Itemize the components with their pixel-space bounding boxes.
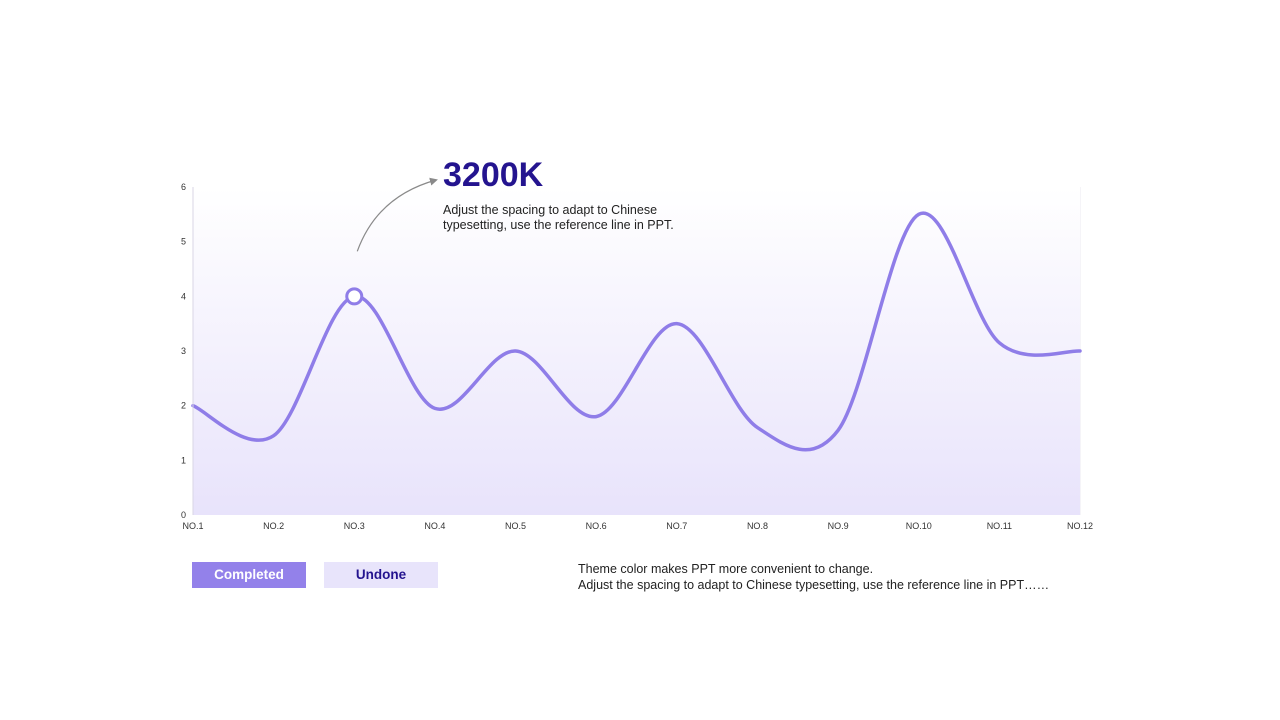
footer-note-line-2: Adjust the spacing to adapt to Chinese t… xyxy=(578,578,1050,592)
y-tick-label: 6 xyxy=(181,182,186,192)
x-tick-label: NO.5 xyxy=(505,521,526,531)
y-tick-label: 4 xyxy=(181,291,186,301)
y-tick-label: 2 xyxy=(181,401,186,411)
highlight-point[interactable] xyxy=(345,287,364,306)
x-axis-tick-labels: NO.1 NO.2 NO.3 NO.4 NO.5 NO.6 NO.7 NO.8 NO.9 NO.1… xyxy=(182,521,1093,531)
callout-description: Adjust the spacing to adapt to Chinese t… xyxy=(443,203,733,233)
footer-note-line-1: Theme color makes PPT more convenient to… xyxy=(578,562,874,576)
x-tick-label: NO.4 xyxy=(424,521,445,531)
x-tick-label: NO.8 xyxy=(747,521,768,531)
x-tick-label: NO.7 xyxy=(666,521,687,531)
x-tick-label: NO.10 xyxy=(906,521,932,531)
footer-note: Theme color makes PPT more convenient to… xyxy=(578,561,1049,593)
y-tick-label: 0 xyxy=(181,510,186,520)
y-tick-label: 3 xyxy=(181,346,186,356)
y-axis-tick-labels: 0 1 2 3 4 5 6 xyxy=(181,182,186,520)
x-tick-label: NO.2 xyxy=(263,521,284,531)
x-tick-label: NO.1 xyxy=(182,521,203,531)
legend-undone-button[interactable]: Undone xyxy=(324,562,438,588)
legend-completed-button[interactable]: Completed xyxy=(192,562,306,588)
x-tick-label: NO.3 xyxy=(344,521,365,531)
y-tick-label: 1 xyxy=(181,455,186,465)
callout-arrow xyxy=(356,177,438,252)
y-tick-label: 5 xyxy=(181,237,186,247)
x-tick-label: NO.6 xyxy=(586,521,607,531)
data-points xyxy=(345,287,364,306)
callout-value: 3200K xyxy=(443,156,544,194)
x-tick-label: NO.12 xyxy=(1067,521,1093,531)
x-tick-label: NO.11 xyxy=(987,521,1012,531)
callout-description-line-2: typesetting, use the reference line in P… xyxy=(443,218,674,232)
x-tick-label: NO.9 xyxy=(828,521,849,531)
callout-description-line-1: Adjust the spacing to adapt to Chinese xyxy=(443,203,658,217)
area-fill xyxy=(193,187,1080,515)
